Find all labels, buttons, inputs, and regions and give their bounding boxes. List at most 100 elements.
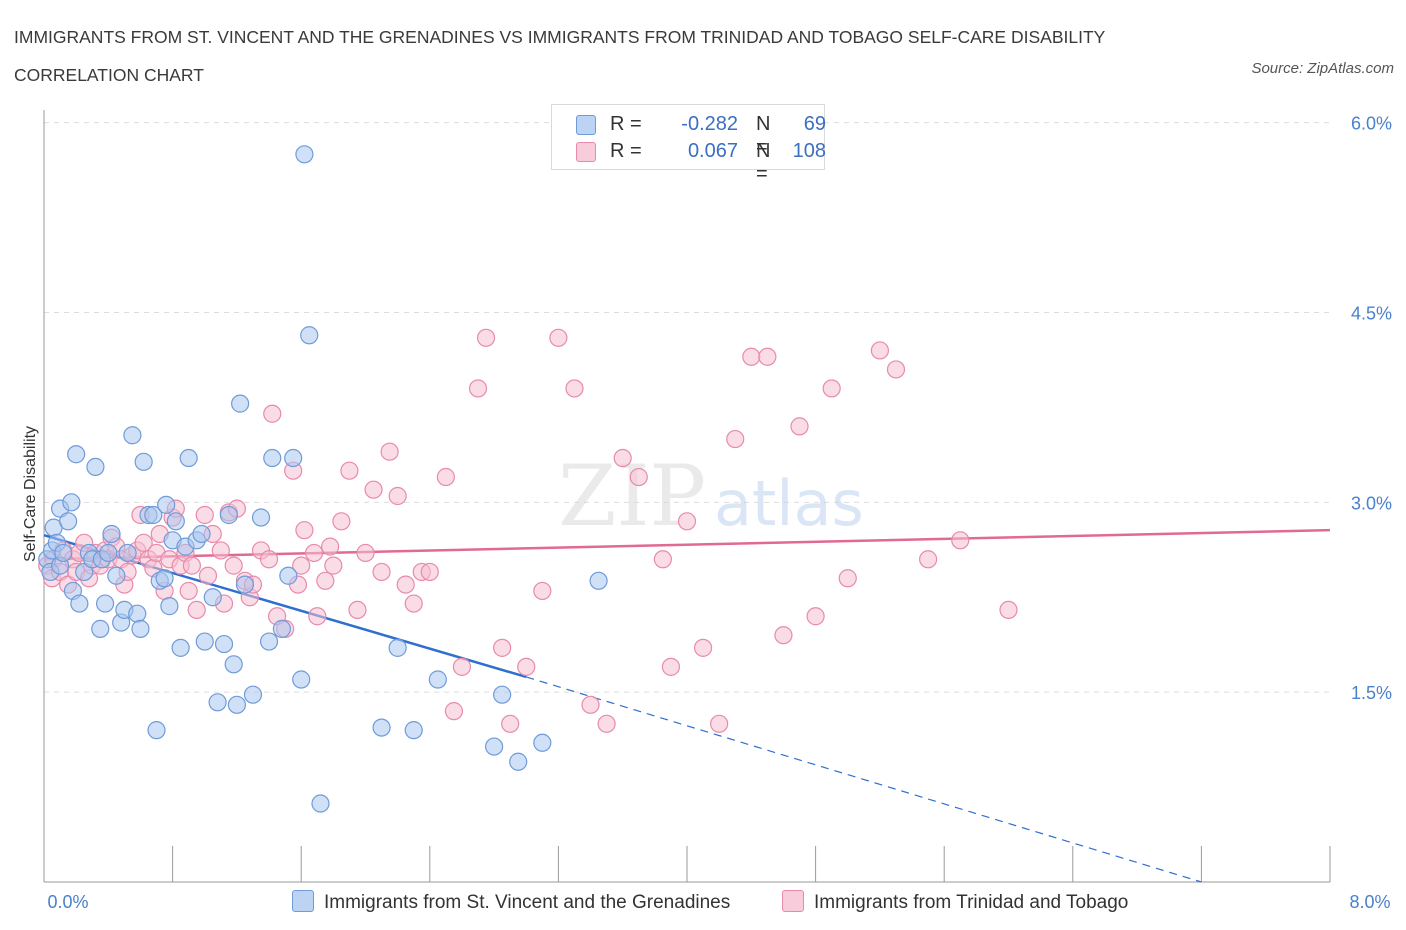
point-trinidad (597, 714, 616, 733)
point-trinidad (533, 581, 552, 601)
point-trinidad (292, 556, 311, 575)
bottom-legend-label-blue: Immigrants from St. Vincent and the Gren… (324, 892, 731, 913)
point-st-vincent (295, 145, 314, 164)
point-st-vincent (219, 505, 238, 525)
point-st-vincent (279, 566, 298, 585)
point-st-vincent (251, 508, 271, 527)
point-trinidad (444, 702, 464, 721)
point-trinidad (187, 600, 206, 620)
point-trinidad (436, 467, 455, 487)
point-st-vincent (59, 512, 78, 531)
point-trinidad (613, 448, 632, 468)
point-trinidad (822, 379, 841, 398)
point-st-vincent (118, 543, 137, 563)
point-trinidad (404, 594, 423, 613)
point-trinidad (693, 638, 713, 657)
point-st-vincent (272, 619, 292, 638)
point-st-vincent (227, 695, 246, 714)
point-trinidad (388, 486, 407, 506)
point-trinidad (340, 461, 359, 480)
point-st-vincent (214, 634, 234, 654)
point-trinidad (372, 562, 391, 582)
point-trinidad (259, 550, 279, 569)
point-trinidad (999, 600, 1018, 620)
point-st-vincent (157, 495, 176, 514)
point-st-vincent (54, 543, 73, 563)
point-st-vincent (160, 597, 179, 616)
legend-r-value: -0.282 (681, 113, 738, 135)
point-st-vincent (179, 448, 198, 468)
point-trinidad (581, 695, 600, 714)
point-trinidad (304, 543, 324, 563)
y-axis-label: Self-Care Disability (22, 426, 39, 562)
point-trinidad (549, 328, 568, 347)
point-trinidad (774, 626, 793, 645)
point-trinidad (324, 556, 343, 575)
point-st-vincent (67, 445, 86, 464)
point-st-vincent (86, 457, 105, 476)
point-st-vincent (485, 737, 504, 756)
point-trinidad (396, 575, 415, 594)
bottom-legend-swatch-blue (292, 890, 314, 912)
point-trinidad (179, 581, 198, 601)
point-st-vincent (509, 752, 528, 771)
watermark-zip: ZIP (558, 447, 706, 545)
point-trinidad (195, 505, 214, 525)
point-trinidad (806, 607, 825, 626)
point-st-vincent (131, 619, 150, 638)
bottom-legend-label-pink: Immigrants from Trinidad and Tobago (814, 892, 1129, 913)
point-st-vincent (62, 493, 81, 512)
point-trinidad (356, 543, 375, 563)
chart-title: IMMIGRANTS FROM ST. VINCENT AND THE GREN… (14, 27, 1105, 85)
point-st-vincent (388, 638, 407, 657)
point-st-vincent (195, 632, 214, 651)
point-trinidad (501, 714, 520, 733)
data-points (38, 145, 1018, 813)
point-st-vincent (243, 685, 263, 704)
point-trinidad (364, 480, 383, 499)
point-st-vincent (171, 638, 190, 657)
point-st-vincent (428, 670, 447, 689)
point-st-vincent (144, 505, 163, 525)
point-st-vincent (311, 794, 330, 813)
point-trinidad (420, 562, 439, 582)
x-tick-label: 8.0% (1349, 892, 1390, 912)
point-trinidad (565, 379, 584, 398)
point-trinidad (321, 537, 340, 556)
y-tick-label: 6.0% (1351, 114, 1392, 134)
point-st-vincent (300, 326, 319, 345)
legend-n-value: 108 (792, 140, 826, 162)
point-st-vincent (102, 524, 121, 544)
bottom-legend-pink: Immigrants from Trinidad and Tobago (782, 890, 1128, 914)
point-trinidad (790, 417, 809, 436)
point-trinidad (182, 556, 201, 575)
point-st-vincent (235, 575, 255, 594)
legend-r-label: R = (610, 113, 642, 135)
x-tick-label: 0.0% (47, 892, 88, 912)
point-st-vincent (123, 426, 142, 445)
y-tick-label: 3.0% (1351, 493, 1392, 513)
point-st-vincent (224, 655, 243, 674)
legend-n-value: 69 (803, 113, 826, 135)
point-st-vincent (166, 512, 185, 531)
point-st-vincent (493, 685, 512, 704)
point-st-vincent (589, 571, 608, 590)
point-st-vincent (70, 594, 89, 613)
point-trinidad (758, 347, 777, 366)
point-trinidad (211, 541, 230, 560)
point-trinidad (517, 657, 536, 676)
point-st-vincent (284, 448, 303, 468)
point-trinidad (726, 429, 745, 449)
point-trinidad (452, 657, 472, 676)
bottom-legend-blue: Immigrants from St. Vincent and the Gren… (292, 890, 730, 914)
legend-r-label: R = (610, 140, 642, 162)
point-trinidad (295, 521, 314, 540)
point-trinidad (263, 404, 282, 423)
point-st-vincent (134, 452, 153, 471)
legend-swatch-blue (576, 115, 596, 135)
point-st-vincent (259, 632, 279, 651)
legend-swatch-pink (576, 142, 596, 162)
point-trinidad (198, 566, 218, 585)
point-st-vincent (404, 721, 423, 740)
